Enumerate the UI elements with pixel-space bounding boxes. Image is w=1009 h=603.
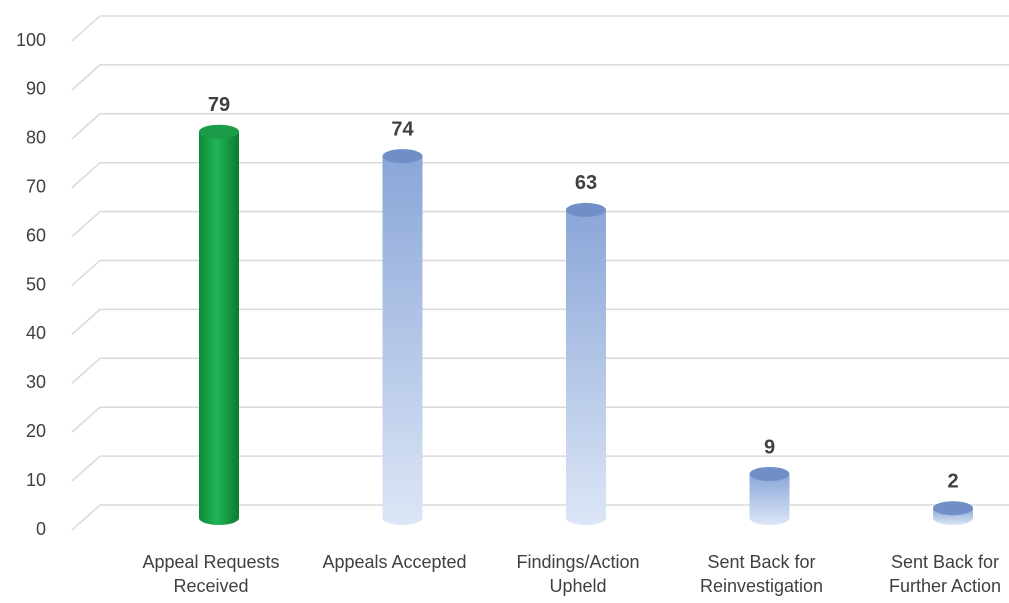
grid-line [71, 15, 1009, 42]
grid-line [71, 504, 1009, 531]
y-tick-label: 90 [26, 79, 46, 99]
y-tick-label: 20 [26, 421, 46, 441]
grid-line [71, 210, 1009, 238]
value-label: 9 [764, 436, 775, 458]
y-tick-label: 0 [36, 519, 46, 539]
y-tick-label: 80 [26, 128, 46, 148]
x-tick-label: Findings/Action Upheld [516, 552, 640, 596]
grid-line [71, 259, 1009, 287]
x-tick-label: Sent Back for Further Action [888, 552, 1002, 596]
bar [933, 501, 973, 525]
bar [382, 149, 423, 525]
y-tick-label: 30 [26, 372, 46, 392]
x-tick-label: Appeals Accepted [322, 552, 467, 572]
y-tick-label: 100 [16, 30, 46, 50]
grid-line [71, 308, 1009, 335]
grid-line [71, 64, 1009, 91]
bar [199, 124, 239, 525]
grid-line [71, 113, 1009, 140]
x-tick-label: Sent Back for Reinvestigation [699, 552, 824, 596]
value-label: 2 [947, 471, 958, 493]
y-tick-label: 50 [26, 274, 46, 294]
y-tick-label: 70 [26, 176, 46, 196]
value-label: 79 [208, 94, 230, 116]
grid-line [71, 161, 1009, 189]
y-tick-label: 60 [26, 225, 46, 245]
x-tick-label: Appeal Requests Received [142, 552, 280, 596]
grid-line [71, 406, 1009, 433]
value-label: 74 [391, 118, 414, 140]
value-label: 63 [575, 172, 597, 194]
grid-line [71, 455, 1009, 482]
bar [566, 202, 606, 525]
y-tick-label: 10 [26, 470, 46, 490]
y-tick-label: 40 [26, 323, 46, 343]
bar [749, 466, 790, 525]
grid-line [71, 357, 1009, 384]
